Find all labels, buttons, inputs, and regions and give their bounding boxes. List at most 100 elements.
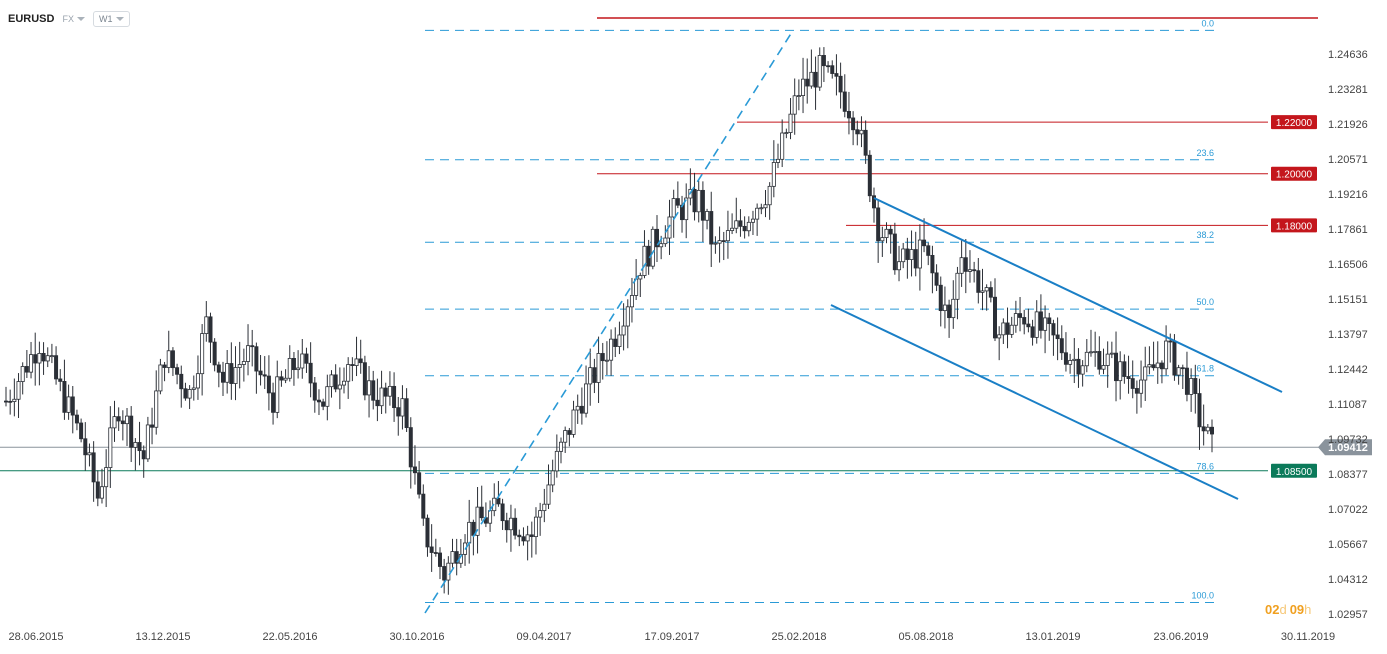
candle-body [984,287,989,292]
candle-body [233,367,238,384]
fib-level-label: 23.6 [1196,148,1214,158]
chevron-down-icon [76,17,85,21]
y-tick-label: 1.16506 [1328,259,1368,271]
trendlines [424,31,1283,614]
candle-body [659,243,664,248]
candle-body [796,95,801,97]
candle-body [930,255,935,274]
candle-body [1126,376,1131,379]
candle-body [1088,351,1093,354]
price-level-tag-label: 1.20000 [1276,170,1313,181]
candle-body [433,552,438,554]
y-tick-label: 1.23281 [1328,84,1368,96]
candle-body [1047,317,1052,324]
candle-body [654,228,659,248]
candle-body [830,65,835,74]
candle-body [663,237,668,245]
candle-body [137,442,142,452]
candle-body [337,384,342,390]
candle-body [1155,362,1160,369]
candle-body [1105,353,1110,366]
candle-body [988,287,993,298]
fib-level-label: 61.8 [1196,364,1214,374]
timeframe-selector[interactable]: W1 [92,11,131,27]
candle-body [909,249,914,260]
candle-body [1210,426,1215,435]
candle-body [867,154,872,197]
candle-body [442,566,447,581]
y-tick-label: 1.05667 [1328,539,1368,551]
candle-body [1059,338,1064,354]
x-tick-label: 05.08.2018 [898,631,953,643]
candle-body [784,132,789,134]
y-tick-label: 1.21926 [1328,119,1368,131]
source-selector[interactable]: FX [62,14,85,24]
candle-body [283,377,288,381]
candle-body [325,386,330,407]
price-level-tag [1271,166,1317,181]
candle-body [488,510,493,524]
candle-body [112,416,117,429]
candle-body [45,355,50,362]
candle-body [750,218,755,223]
candle-body [671,198,676,218]
candle-body [513,517,518,536]
candle-body [66,396,71,413]
candle-body [838,75,843,93]
candle-body [1205,426,1210,432]
candle-body [1034,311,1039,338]
candle-body [1143,366,1148,381]
candle-body [1151,364,1156,369]
candle-body [1063,352,1068,365]
candle-body [863,129,868,156]
candle-body [809,71,814,87]
candle-body [158,364,163,392]
candle-body [1068,360,1073,365]
candle-body [83,438,88,456]
candle-body [500,503,505,522]
candle-body [16,381,21,400]
rally-trendline [424,31,793,614]
y-tick-label: 1.19216 [1328,189,1368,201]
candle-body [559,441,564,452]
candle-body [29,354,34,373]
candle-body [1201,426,1206,432]
y-tick-label: 1.02957 [1328,609,1368,621]
candle-body [141,450,146,460]
candle-body [880,237,885,242]
candle-body [533,516,538,538]
candle-body [588,367,593,385]
candle-body [788,113,793,133]
candle-body [951,298,956,319]
candle-body [855,129,860,135]
candle-body [917,239,922,269]
candle-body [980,290,985,293]
candle-body [705,211,710,221]
candle-body [12,398,17,402]
candle-body [596,353,601,383]
candle-body [713,242,718,245]
candle-body [938,284,943,312]
candle-body [851,117,856,131]
candle-body [1159,362,1164,370]
candle-body [592,367,597,383]
candle-body [955,272,960,300]
candle-body [579,405,584,414]
candle-body [538,510,543,518]
y-tick-label: 1.20571 [1328,154,1368,166]
x-tick-label: 22.05.2016 [262,631,317,643]
candle-body [258,370,263,376]
candle-body [24,366,29,373]
candle-body [266,375,271,394]
candle-body [508,517,513,531]
candle-body [62,381,67,413]
candle-body [967,269,972,272]
candle-body [387,385,392,397]
candle-body [1164,340,1169,370]
candle-body [308,362,313,384]
candle-body [801,78,806,96]
candle-body [1084,351,1089,367]
y-tick-label: 1.17861 [1328,224,1368,236]
symbol-label[interactable]: EURUSD [8,13,55,25]
